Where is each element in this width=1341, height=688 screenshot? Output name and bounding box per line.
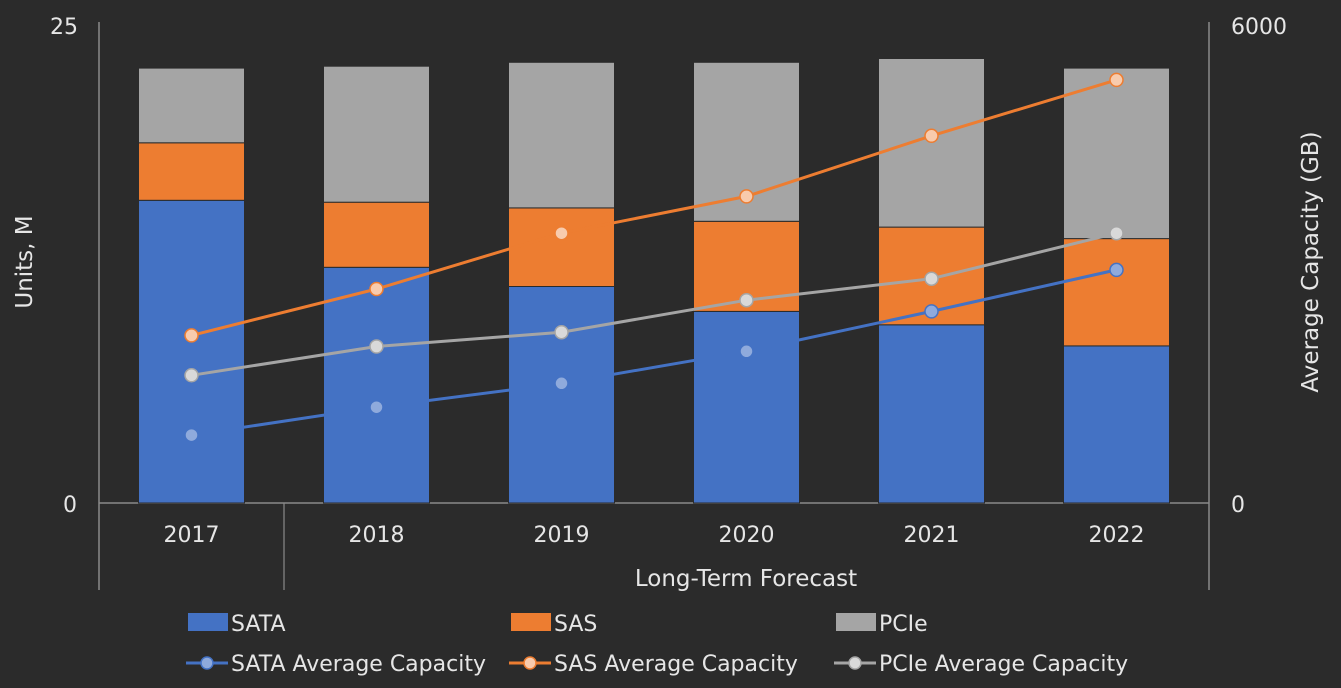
point-sas-average-capacity-2019 — [554, 225, 569, 241]
x-tick-2019: 2019 — [534, 523, 590, 548]
legend-marker-pcie-avg — [848, 656, 862, 670]
legend-label-sata-avg: SATA Average Capacity — [231, 652, 486, 677]
point-pcie-average-capacity-2022 — [1109, 225, 1124, 241]
legend: SATA SAS PCIe SATA Average Capacity SAS … — [186, 612, 1128, 677]
x-tick-2018: 2018 — [349, 523, 405, 548]
bar-sata-2020 — [693, 310, 800, 504]
y2-axis-title: Average Capacity (GB) — [1298, 131, 1324, 392]
bar-pcie-2022 — [1063, 67, 1170, 240]
point-sas-average-capacity-2018 — [369, 281, 384, 297]
bar-sas-2022 — [1063, 238, 1170, 347]
bar-sata-2019 — [508, 286, 615, 504]
legend-label-sas-avg: SAS Average Capacity — [554, 652, 798, 677]
bar-sas-2017 — [138, 142, 245, 201]
point-sas-average-capacity-2022 — [1109, 72, 1124, 88]
x-tick-2022: 2022 — [1089, 523, 1145, 548]
point-sata-average-capacity-2020 — [739, 344, 754, 359]
legend-label-sas: SAS — [554, 612, 597, 637]
x-tick-2017: 2017 — [164, 523, 220, 548]
y2-tick-bottom: 0 — [1231, 493, 1245, 518]
x-tick-2021: 2021 — [904, 523, 960, 548]
x-tick-2020: 2020 — [719, 523, 775, 548]
bar-sata-2018 — [323, 266, 430, 504]
legend-label-sata: SATA — [231, 612, 286, 637]
point-sata-average-capacity-2017 — [184, 427, 199, 443]
point-pcie-average-capacity-2020 — [739, 292, 754, 308]
point-pcie-average-capacity-2021 — [924, 271, 939, 286]
bar-sas-2019 — [508, 207, 615, 287]
point-sata-average-capacity-2018 — [369, 399, 384, 415]
line-sata-average-capacity — [191, 268, 1117, 437]
point-sata-average-capacity-2021 — [924, 304, 939, 319]
y-tick-top: 25 — [50, 15, 78, 40]
point-sata-average-capacity-2022 — [1109, 262, 1124, 278]
bar-pcie-2019 — [508, 61, 615, 209]
legend-marker-sas-avg — [523, 656, 537, 670]
legend-swatch-sata — [188, 613, 228, 631]
bar-pcie-2018 — [323, 65, 430, 203]
bar-layer — [138, 58, 1170, 504]
point-pcie-average-capacity-2018 — [369, 339, 384, 354]
point-sata-average-capacity-2019 — [554, 376, 569, 391]
bar-sata-2017 — [138, 199, 245, 504]
line-pcie-average-capacity — [191, 231, 1117, 377]
line-sas-average-capacity — [191, 78, 1117, 337]
point-pcie-average-capacity-2019 — [554, 324, 569, 340]
point-sas-average-capacity-2021 — [924, 128, 939, 144]
bar-pcie-2017 — [138, 67, 245, 144]
x-group-label: Long-Term Forecast — [635, 566, 857, 592]
point-sas-average-capacity-2020 — [739, 189, 754, 204]
legend-swatch-sas — [511, 613, 551, 631]
legend-swatch-pcie — [836, 613, 876, 631]
point-pcie-average-capacity-2017 — [184, 368, 199, 383]
y-tick-bottom: 0 — [63, 493, 77, 518]
bar-sas-2018 — [323, 201, 430, 268]
bar-sata-2022 — [1063, 345, 1170, 504]
x-tick-labels: 2017 2018 2019 2020 2021 2022 — [164, 523, 1145, 548]
bar-sata-2021 — [878, 324, 985, 504]
line-layer — [184, 72, 1124, 443]
legend-label-pcie-avg: PCIe Average Capacity — [879, 652, 1128, 677]
legend-label-pcie: PCIe — [879, 612, 928, 637]
y2-tick-top: 6000 — [1231, 15, 1287, 40]
y-axis-title: Units, M — [12, 215, 38, 308]
legend-marker-sata-avg — [200, 656, 214, 670]
point-sas-average-capacity-2017 — [184, 328, 199, 343]
